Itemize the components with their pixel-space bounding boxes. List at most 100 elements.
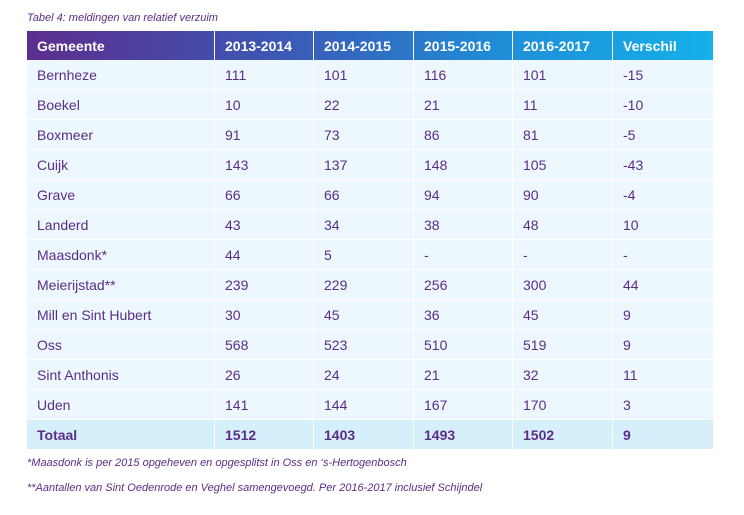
table-row: Sint Anthonis 26 24 21 32 11 bbox=[27, 360, 713, 390]
table-cell-gemeente: Boekel bbox=[27, 90, 215, 120]
table-cell: 45 bbox=[314, 300, 414, 330]
table-cell-gemeente: Oss bbox=[27, 330, 215, 360]
column-header-verschil: Verschil bbox=[623, 37, 677, 54]
table-cell-gemeente: Meierijstad** bbox=[27, 270, 215, 300]
table-cell: 510 bbox=[414, 330, 513, 360]
table-cell: 86 bbox=[414, 120, 513, 150]
total-cell: 1493 bbox=[414, 420, 513, 449]
table-row: Boxmeer 91 73 86 81 -5 bbox=[27, 120, 713, 150]
table-cell-gemeente: Boxmeer bbox=[27, 120, 215, 150]
column-header-2015-2016: 2015-2016 bbox=[414, 31, 513, 60]
table-cell: 94 bbox=[414, 180, 513, 210]
table-cell: - bbox=[613, 240, 713, 270]
table-cell: 21 bbox=[414, 90, 513, 120]
table-total-row: Totaal 1512 1403 1493 1502 9 bbox=[27, 420, 713, 449]
table-row: Boekel 10 22 21 11 -10 bbox=[27, 90, 713, 120]
table-cell: 90 bbox=[513, 180, 613, 210]
table-cell: 11 bbox=[513, 90, 613, 120]
table-body: Bernheze 111 101 116 101 -15 Boekel 10 22 21 11 -10… bbox=[27, 60, 713, 420]
table-cell: 141 bbox=[215, 390, 314, 420]
table-cell: 300 bbox=[513, 270, 613, 300]
table-cell: 44 bbox=[613, 270, 713, 300]
absence-table: Gemeente 2013-2014 2014-2015 2015-2016 2… bbox=[27, 31, 713, 449]
footnote-maasdonk: *Maasdonk is per 2015 opgeheven en opges… bbox=[27, 457, 407, 469]
table-cell-gemeente: Uden bbox=[27, 390, 215, 420]
table-cell: 101 bbox=[314, 60, 414, 90]
table-row: Bernheze 111 101 116 101 -15 bbox=[27, 60, 713, 90]
table-cell: 137 bbox=[314, 150, 414, 180]
table-cell: 26 bbox=[215, 360, 314, 390]
column-header-2016-2017: 2016-2017 bbox=[513, 31, 613, 60]
total-cell-label: Totaal bbox=[27, 420, 215, 449]
table-cell: 43 bbox=[215, 210, 314, 240]
table-cell: 36 bbox=[414, 300, 513, 330]
table-row: Landerd 43 34 38 48 10 bbox=[27, 210, 713, 240]
table-cell: -4 bbox=[613, 180, 713, 210]
total-cell: 1512 bbox=[215, 420, 314, 449]
table-cell: 38 bbox=[414, 210, 513, 240]
table-cell: 116 bbox=[414, 60, 513, 90]
table-cell: 144 bbox=[314, 390, 414, 420]
table-row: Uden 141 144 167 170 3 bbox=[27, 390, 713, 420]
table-cell: 32 bbox=[513, 360, 613, 390]
table-cell: 45 bbox=[513, 300, 613, 330]
table-row: Mill en Sint Hubert 30 45 36 45 9 bbox=[27, 300, 713, 330]
table-cell: 10 bbox=[215, 90, 314, 120]
table-cell: 73 bbox=[314, 120, 414, 150]
table-cell: -10 bbox=[613, 90, 713, 120]
table-caption: Tabel 4: meldingen van relatief verzuim bbox=[27, 12, 218, 24]
column-header-gemeente: Gemeente bbox=[27, 31, 215, 60]
column-header-2013-2014: 2013-2014 bbox=[215, 31, 314, 60]
table-cell-gemeente: Grave bbox=[27, 180, 215, 210]
table-row: Oss 568 523 510 519 9 bbox=[27, 330, 713, 360]
table-cell: 143 bbox=[215, 150, 314, 180]
table-cell: -15 bbox=[613, 60, 713, 90]
table-cell: - bbox=[414, 240, 513, 270]
table-cell-gemeente: Sint Anthonis bbox=[27, 360, 215, 390]
table-cell: -43 bbox=[613, 150, 713, 180]
footnote-meierijstad: **Aantallen van Sint Oedenrode en Veghel… bbox=[27, 482, 483, 494]
table-cell: -5 bbox=[613, 120, 713, 150]
table-cell: 519 bbox=[513, 330, 613, 360]
table-cell: 22 bbox=[314, 90, 414, 120]
table-cell: - bbox=[513, 240, 613, 270]
table-cell: 66 bbox=[314, 180, 414, 210]
table-cell: 256 bbox=[414, 270, 513, 300]
table-cell: 523 bbox=[314, 330, 414, 360]
table-cell: 10 bbox=[613, 210, 713, 240]
table-cell: 34 bbox=[314, 210, 414, 240]
table-cell: 11 bbox=[613, 360, 713, 390]
table-row: Maasdonk* 44 5- - - bbox=[27, 240, 713, 270]
table-cell: 9 bbox=[613, 300, 713, 330]
table-cell: 66 bbox=[215, 180, 314, 210]
table-cell: 101 bbox=[513, 60, 613, 90]
total-cell: 9 bbox=[613, 420, 713, 449]
table-cell-gemeente: Maasdonk* bbox=[27, 240, 215, 270]
table-cell: 239 bbox=[215, 270, 314, 300]
table-row: Meierijstad** 239 229 256 300 44 bbox=[27, 270, 713, 300]
table-cell: 48 bbox=[513, 210, 613, 240]
table-cell: 167 bbox=[414, 390, 513, 420]
table-header-row: Gemeente 2013-2014 2014-2015 2015-2016 2… bbox=[27, 31, 713, 60]
table-cell: 24 bbox=[314, 360, 414, 390]
table-cell: 81 bbox=[513, 120, 613, 150]
table-cell: 3 bbox=[613, 390, 713, 420]
table-cell: 30 bbox=[215, 300, 314, 330]
table-cell: 44 bbox=[215, 240, 314, 270]
table-cell: 5 bbox=[314, 240, 414, 270]
table-cell: 568 bbox=[215, 330, 314, 360]
column-header-2014-2015: 2014-2015 bbox=[314, 31, 414, 60]
table-cell-gemeente: Bernheze bbox=[27, 60, 215, 90]
table-cell: 21 bbox=[414, 360, 513, 390]
total-cell: 1403 bbox=[314, 420, 414, 449]
table-cell-gemeente: Mill en Sint Hubert bbox=[27, 300, 215, 330]
table-cell-gemeente: Landerd bbox=[27, 210, 215, 240]
table-cell: 229 bbox=[314, 270, 414, 300]
table-cell-gemeente: Cuijk bbox=[27, 150, 215, 180]
table-cell: 105 bbox=[513, 150, 613, 180]
table-cell: 148 bbox=[414, 150, 513, 180]
table-cell: 91 bbox=[215, 120, 314, 150]
table-cell: 111 bbox=[215, 60, 314, 90]
table-row: Cuijk 143 137 148 105 -43 bbox=[27, 150, 713, 180]
table-cell: 170 bbox=[513, 390, 613, 420]
